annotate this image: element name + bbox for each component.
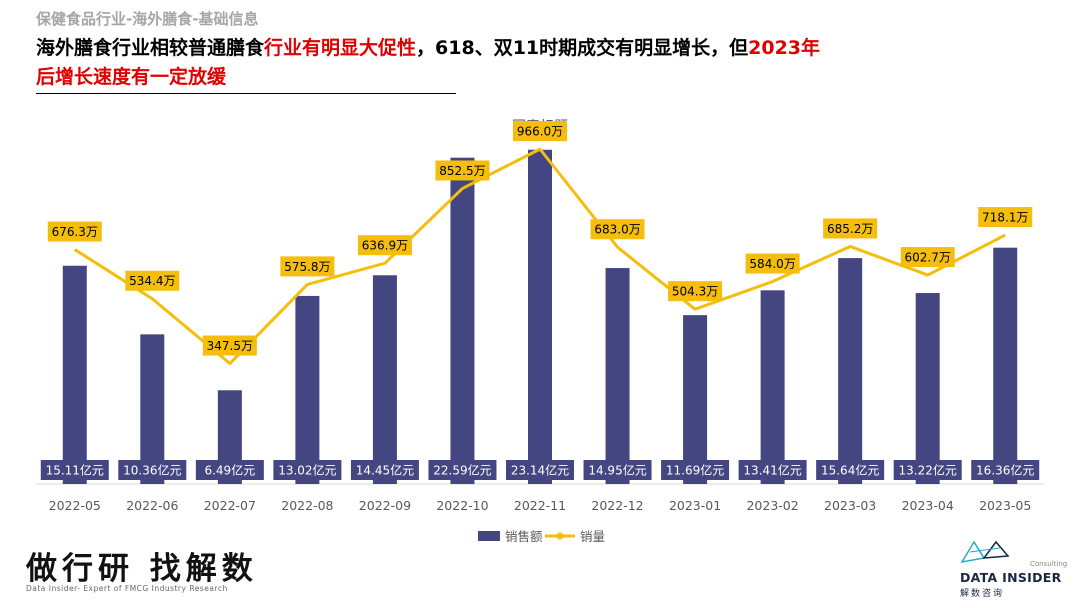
bar-data-label: 14.45亿元: [356, 463, 414, 478]
legend-marker-volume: [556, 532, 564, 540]
line-data-label-bg: [47, 221, 102, 242]
line-data-label: 584.0万: [749, 257, 795, 271]
line-data-label-bg: [202, 335, 257, 356]
line-data-label-bg: [357, 235, 412, 256]
bar-data-label-bg: [118, 460, 187, 480]
logo-consulting: Consulting: [1030, 560, 1068, 568]
bar-data-label-bg: [893, 460, 962, 480]
x-tick-label: 2023-04: [902, 498, 954, 513]
line-data-label-bg: [668, 281, 723, 302]
line-data-label: 852.5万: [439, 164, 485, 178]
line-data-label-bg: [978, 207, 1033, 228]
headline-highlight: 2023年后增长速度有一定放缓: [36, 37, 821, 88]
x-tick-label: 2023-05: [979, 498, 1031, 513]
section-label: 保健食品行业-海外膳食-基础信息: [36, 10, 259, 28]
x-tick-label: 2022-05: [49, 498, 101, 513]
bar-data-label: 15.11亿元: [46, 463, 104, 478]
headline-text: 海外膳食行业相较普通膳食: [36, 37, 265, 59]
bar-sales: [62, 265, 87, 484]
bar-sales: [605, 268, 630, 484]
line-data-label: 575.8万: [284, 260, 330, 274]
line-data-label: 534.4万: [129, 274, 175, 288]
x-tick-label: 2022-07: [204, 498, 256, 513]
headline-text: ，618、双11时期成交有明显增长，但: [416, 37, 749, 59]
line-data-label-bg: [823, 218, 878, 239]
bar-sales: [993, 247, 1018, 484]
bar-data-label: 10.36亿元: [123, 463, 181, 478]
line-data-label-bg: [900, 247, 955, 268]
line-data-label: 676.3万: [52, 225, 98, 239]
legend-label-sales: 销售额: [505, 529, 543, 544]
footer-slogan: 做行研 找解数: [26, 551, 258, 587]
x-tick-label: 2022-06: [126, 498, 178, 513]
headline: 海外膳食行业相较普通膳食行业有明显大促性，618、双11时期成交有明显增长，但2…: [36, 34, 836, 92]
bar-data-label-bg: [661, 460, 730, 480]
headline-underline: [36, 93, 456, 94]
bar-sales: [528, 149, 552, 484]
line-data-label: 347.5万: [207, 339, 253, 353]
bar-sales: [450, 157, 475, 484]
bar-data-label-bg: [816, 460, 885, 480]
bar-data-label-bg: [738, 460, 807, 480]
x-tick-label: 2023-01: [669, 498, 721, 513]
line-data-label-bg: [280, 256, 335, 277]
bar-data-label: 14.95亿元: [588, 463, 646, 478]
footer-tagline: Data Insider- Expert of FMCG Industry Re…: [26, 584, 228, 593]
line-data-label: 504.3万: [672, 285, 718, 299]
bar-data-label: 11.69亿元: [666, 463, 724, 478]
bar-data-label-bg: [971, 460, 1040, 480]
x-tick-label: 2023-02: [746, 498, 798, 513]
x-tick-label: 2022-08: [281, 498, 333, 513]
line-data-label-bg: [125, 270, 180, 291]
bar-sales: [295, 295, 320, 484]
bar-data-label: 13.02亿元: [278, 463, 336, 478]
x-tick-label: 2022-09: [359, 498, 411, 513]
bar-sales: [915, 293, 940, 484]
line-volume: [73, 147, 1006, 366]
bar-data-label: 23.14亿元: [511, 463, 569, 478]
x-tick-label: 2022-10: [436, 498, 488, 513]
bar-data-label-bg: [583, 460, 652, 480]
line-data-label-bg: [745, 253, 800, 274]
bar-sales: [760, 290, 785, 484]
line-data-label: 683.0万: [594, 223, 640, 237]
line-data-label: 718.1万: [982, 211, 1028, 225]
bar-data-label-bg: [350, 460, 419, 480]
data-insider-logo: Consulting DATA INSIDER 解数咨询: [952, 538, 1068, 600]
line-data-label: 636.9万: [362, 239, 408, 253]
line-data-label: 966.0万: [517, 125, 563, 139]
x-tick-label: 2023-03: [824, 498, 876, 513]
bar-data-label-bg: [273, 460, 342, 480]
bar-data-label-bg: [506, 460, 574, 480]
line-data-label-bg: [590, 219, 645, 240]
bar-data-label-bg: [40, 460, 109, 480]
line-data-label-bg: [513, 121, 567, 142]
bar-sales: [838, 258, 863, 484]
x-tick-label: 2022-11: [514, 498, 566, 513]
line-data-label-bg: [435, 160, 490, 181]
legend-label-volume: 销量: [580, 529, 605, 544]
bar-data-label-bg: [428, 460, 497, 480]
legend-swatch-sales: [478, 531, 500, 541]
bar-data-label: 16.36亿元: [976, 463, 1034, 478]
bar-sales: [372, 275, 397, 484]
logo-mark-icon: [960, 540, 1010, 564]
logo-cn: 解数咨询: [960, 589, 1005, 599]
bar-data-label: 22.59亿元: [433, 463, 491, 478]
logo-name: DATA INSIDER: [960, 570, 1062, 585]
bar-data-label: 13.22亿元: [899, 463, 957, 478]
line-data-label: 602.7万: [905, 251, 951, 265]
headline-highlight: 行业有明显大促性: [264, 37, 417, 59]
bar-sales: [683, 315, 708, 484]
line-data-label: 685.2万: [827, 222, 873, 236]
bar-data-label-bg: [195, 460, 264, 480]
bar-data-label: 6.49亿元: [204, 463, 255, 478]
bar-sales: [140, 334, 165, 484]
bar-data-label: 15.64亿元: [821, 463, 879, 478]
bar-data-label: 13.41亿元: [743, 463, 801, 478]
x-tick-label: 2022-12: [591, 498, 643, 513]
